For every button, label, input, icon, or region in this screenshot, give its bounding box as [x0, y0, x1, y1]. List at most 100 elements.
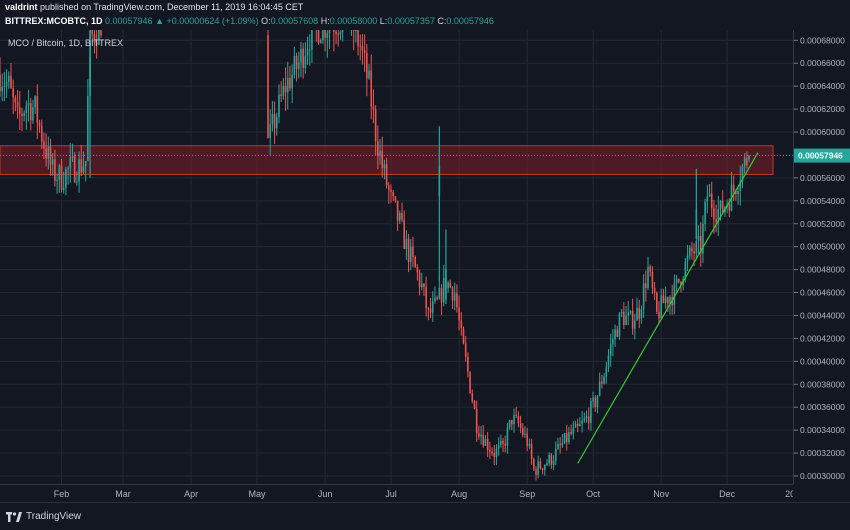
candle-body [592, 397, 594, 402]
candle-body [636, 307, 638, 321]
ohlc-line: BITTREX:MCOBTC, 1D 0.00057946 ▲ +0.00000… [5, 16, 494, 26]
time-tick-label: Mar [115, 489, 131, 499]
candle-body [609, 344, 612, 356]
candle-body [572, 427, 575, 434]
candle-body [482, 434, 485, 446]
candle-body [293, 55, 296, 75]
candle-body [357, 30, 359, 46]
candle-body [271, 114, 274, 125]
candle-body [708, 193, 711, 197]
candle-body [581, 420, 583, 424]
candle-body [467, 356, 469, 372]
time-tick-label: Aug [451, 489, 467, 499]
candle-body [10, 75, 12, 89]
candle-body [405, 238, 408, 250]
candle-body [381, 150, 384, 169]
time-axis[interactable]: Feb Mar Apr May Jun Jul Aug Sep Oct Nov Dec 2020 [0, 484, 793, 503]
candle-body [590, 401, 592, 424]
candle-body [60, 165, 63, 191]
candle-body [642, 283, 645, 310]
price-tick-label: 0.00054000 [800, 196, 845, 206]
candle-body [620, 311, 623, 314]
candle-body [427, 308, 430, 310]
author-name[interactable]: valdrint [5, 2, 38, 12]
candle-body [58, 165, 61, 180]
candle-body [388, 185, 390, 190]
candle-body [416, 267, 419, 273]
candle-body [634, 320, 636, 329]
candle-body [326, 33, 329, 38]
candle-body [49, 147, 52, 165]
publish-line: valdrint published on TradingView.com, D… [5, 2, 303, 12]
close-key: C: [437, 16, 447, 26]
price-tick-label: 0.00068000 [800, 35, 845, 45]
candle-body [486, 439, 489, 450]
candle-body [447, 282, 449, 289]
price-tick-label: 0.00066000 [800, 58, 845, 68]
candle-body [51, 159, 54, 165]
candle-body [449, 282, 452, 288]
candle-body [383, 164, 386, 169]
candle-body [359, 45, 362, 47]
candle-body [29, 102, 32, 121]
candle-body [284, 85, 287, 93]
candle-body [596, 395, 599, 408]
candle-body [456, 293, 458, 308]
candle-body [576, 423, 579, 427]
spike-body [89, 57, 91, 88]
price-tick-label: 0.00056000 [800, 173, 845, 183]
candle-body [56, 179, 58, 181]
current-price-tag [794, 148, 850, 163]
candle-body [713, 208, 715, 220]
price-tick-label: 0.00060000 [800, 127, 845, 137]
candle-body [662, 295, 665, 304]
candle-body [372, 106, 375, 110]
candle-body [548, 454, 550, 464]
candle-body [420, 283, 423, 288]
candle-body [500, 440, 502, 445]
candle-body [464, 343, 467, 357]
time-tick-label: Jun [318, 489, 333, 499]
candle-body [322, 30, 324, 41]
candle-body [374, 109, 377, 142]
candle-body [43, 141, 45, 149]
candle-body [403, 219, 405, 250]
candle-body [304, 56, 307, 69]
candle-body [469, 371, 471, 394]
candle-body [594, 397, 597, 408]
candle-body [699, 235, 702, 254]
candle-body [352, 30, 355, 32]
candle-body [649, 266, 652, 272]
candle-body [278, 94, 280, 117]
symbol-label: BITTREX:MCOBTC, 1D [5, 16, 103, 26]
time-tick-label: Apr [184, 489, 198, 499]
last-price: 0.00057946 [105, 16, 153, 26]
candle-body [471, 393, 474, 402]
candle-body [34, 96, 36, 108]
candle-body [333, 30, 335, 32]
time-tick-label: Sep [519, 489, 535, 499]
tradingview-brand[interactable]: TradingView [26, 511, 82, 522]
candle-body [537, 461, 539, 475]
candle-body [317, 30, 320, 44]
candle-body [618, 313, 621, 337]
candle-body [550, 454, 553, 465]
candle-body [324, 30, 326, 38]
candle-body [319, 40, 322, 44]
candle-body [7, 75, 10, 82]
candle-body [462, 328, 465, 344]
candle-body [719, 200, 722, 210]
candle-body [710, 193, 713, 209]
candle-body [519, 423, 522, 429]
price-tick-label: 0.00040000 [800, 356, 845, 366]
candle-body [640, 309, 643, 319]
price-tick-label: 0.00038000 [800, 379, 845, 389]
candle-body [528, 443, 531, 446]
candle-body [291, 74, 293, 89]
price-axis[interactable]: 0.00030000 0.00032000 0.00034000 0.00036000… [793, 30, 850, 484]
price-chart[interactable] [0, 30, 793, 484]
candle-body [559, 444, 561, 446]
candle-body [506, 427, 509, 446]
candle-body [45, 148, 47, 159]
candle-body [436, 297, 438, 299]
